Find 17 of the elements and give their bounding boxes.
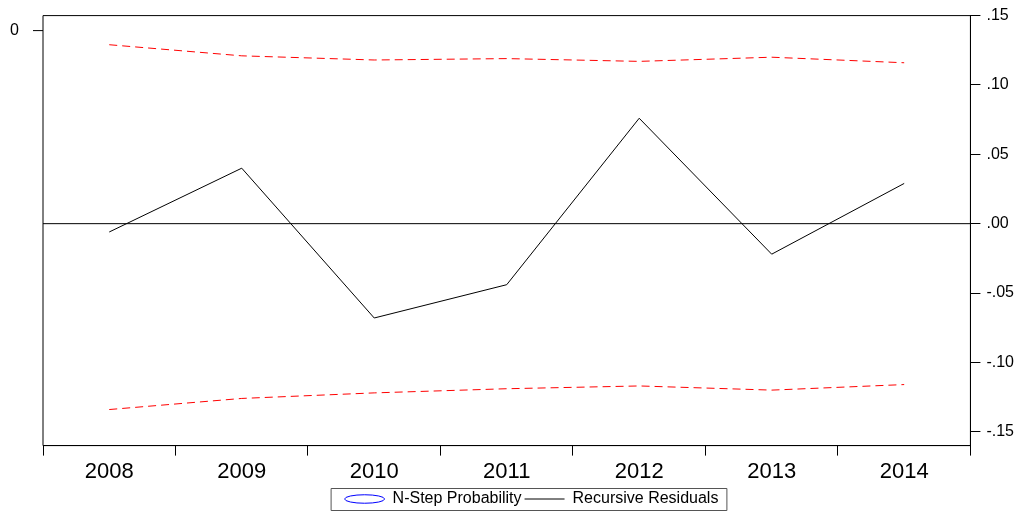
x-tick-label: 2008: [84, 457, 134, 483]
y2-tick-label: .05: [986, 144, 1009, 162]
y2-tick-label: .00: [986, 214, 1009, 232]
x-tick-label: 2011: [483, 457, 531, 483]
y2-tick-label: -.10: [986, 352, 1015, 370]
y2-tick-label: .10: [986, 75, 1009, 93]
y2-tick-label: .15: [986, 6, 1009, 24]
legend-label: Recursive Residuals: [572, 489, 719, 507]
x-tick-label: 2009: [217, 457, 267, 483]
x-tick-label: 2013: [747, 457, 797, 483]
x-tick-label: 2014: [879, 457, 929, 483]
x-tick-label: 2012: [614, 457, 664, 483]
y2-tick-label: -.05: [986, 283, 1015, 301]
x-tick-label: 2010: [349, 457, 399, 483]
y2-tick-label: -.15: [986, 422, 1015, 440]
text: 0: [10, 21, 19, 39]
legend-label: N-Step Probability: [392, 489, 522, 507]
